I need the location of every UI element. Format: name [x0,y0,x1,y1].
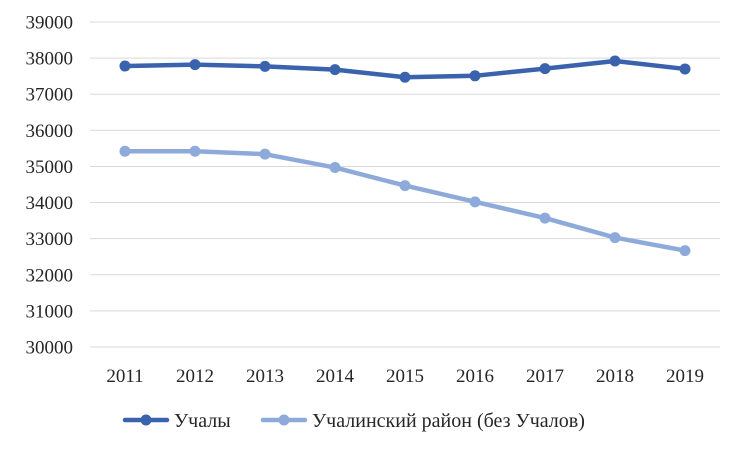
legend: Учалы Учалинский район (без Учалов) [122,410,585,432]
data-point [469,70,481,82]
y-tick-label: 31000 [26,301,74,322]
y-tick-label: 34000 [26,193,74,214]
x-axis-tick-labels: 2011 2012 2013 2014 2015 2016 2017 2018 2019 [106,366,704,387]
legend-marker-icon [140,414,152,426]
x-tick-label: 2012 [176,366,214,387]
data-point [679,63,691,75]
y-tick-label: 32000 [26,265,74,286]
y-tick-label: 38000 [26,49,74,70]
data-point [329,64,341,76]
data-point [189,145,201,157]
data-point [329,162,341,174]
series-1 [119,55,691,83]
y-tick-label: 37000 [26,85,74,106]
data-point [679,245,691,257]
y-axis-tick-labels: 30000 31000 32000 33000 34000 35000 36000 37000… [26,13,74,359]
x-tick-label: 2019 [666,366,704,387]
legend-label: Учалинский район (без Учалов) [312,410,585,432]
y-tick-label: 36000 [26,121,74,142]
y-tick-label: 39000 [26,13,74,34]
x-tick-label: 2017 [526,366,564,387]
y-tick-label: 30000 [26,338,74,359]
x-tick-label: 2016 [456,366,494,387]
data-point [469,196,481,208]
data-point [609,55,621,67]
data-point [259,60,271,72]
series-2 [119,145,691,257]
data-point [539,212,551,224]
legend-label: Учалы [174,410,231,432]
legend-marker-icon [278,414,290,426]
gridlines [90,21,720,348]
data-point [609,232,621,244]
data-point [399,71,411,83]
legend-item: Учалы [122,410,231,432]
data-point [539,63,551,75]
data-point [119,60,131,72]
x-tick-label: 2015 [386,366,424,387]
data-point [399,180,411,192]
data-point [189,59,201,71]
x-tick-label: 2018 [596,366,634,387]
legend-item: Учалинский район (без Учалов) [260,410,585,432]
data-point [119,145,131,157]
x-tick-label: 2014 [316,366,355,387]
series-lines [119,55,691,257]
x-tick-label: 2013 [246,366,284,387]
y-tick-label: 35000 [26,157,74,178]
x-tick-label: 2011 [106,366,143,387]
data-point [259,148,271,160]
y-tick-label: 33000 [26,229,74,250]
